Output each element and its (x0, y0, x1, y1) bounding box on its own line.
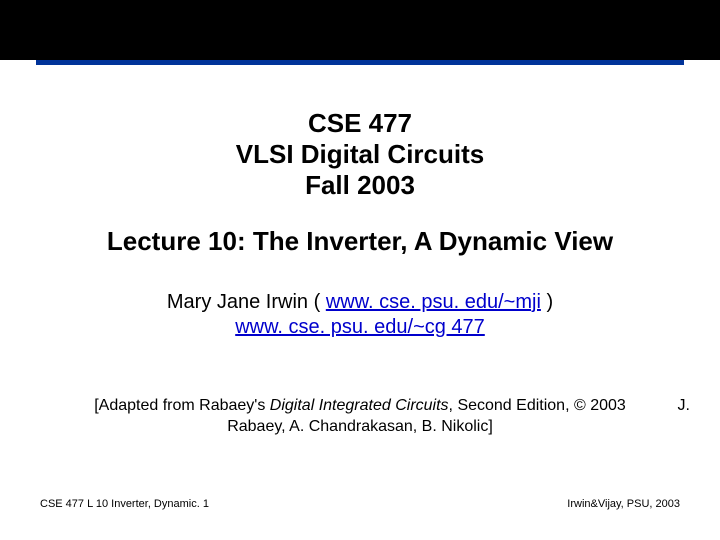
footer-right: Irwin&Vijay, PSU, 2003 (567, 498, 680, 510)
attribution-italic: Digital Integrated Circuits (270, 397, 449, 414)
course-term: Fall 2003 (0, 170, 720, 201)
top-black-bar (0, 0, 720, 60)
author-name-prefix: Mary Jane Irwin ( (167, 291, 326, 313)
attribution-prefix: [Adapted from Rabaey's (94, 397, 270, 414)
author-line1: Mary Jane Irwin ( www. cse. psu. edu/~mj… (0, 290, 720, 315)
course-code: CSE 477 (0, 108, 720, 139)
footer-left: CSE 477 L 10 Inverter, Dynamic. 1 (40, 498, 209, 510)
attribution-mid: , Second Edition, © 2003 (449, 397, 626, 414)
course-header: CSE 477 VLSI Digital Circuits Fall 2003 (0, 108, 720, 202)
author-line2: www. cse. psu. edu/~cg 477 (0, 315, 720, 340)
course-name: VLSI Digital Circuits (0, 139, 720, 170)
author-link-1[interactable]: www. cse. psu. edu/~mji (326, 291, 541, 313)
attribution-block: [Adapted from Rabaey's Digital Integrate… (40, 396, 680, 438)
author-link-2[interactable]: www. cse. psu. edu/~cg 477 (235, 316, 485, 338)
attribution-right: J. (678, 396, 690, 417)
author-block: Mary Jane Irwin ( www. cse. psu. edu/~mj… (0, 290, 720, 340)
attribution-line2: Rabaey, A. Chandrakasan, B. Nikolic] (227, 418, 493, 435)
blue-divider (36, 60, 684, 65)
lecture-title: Lecture 10: The Inverter, A Dynamic View (0, 226, 720, 257)
author-name-suffix: ) (541, 291, 553, 313)
